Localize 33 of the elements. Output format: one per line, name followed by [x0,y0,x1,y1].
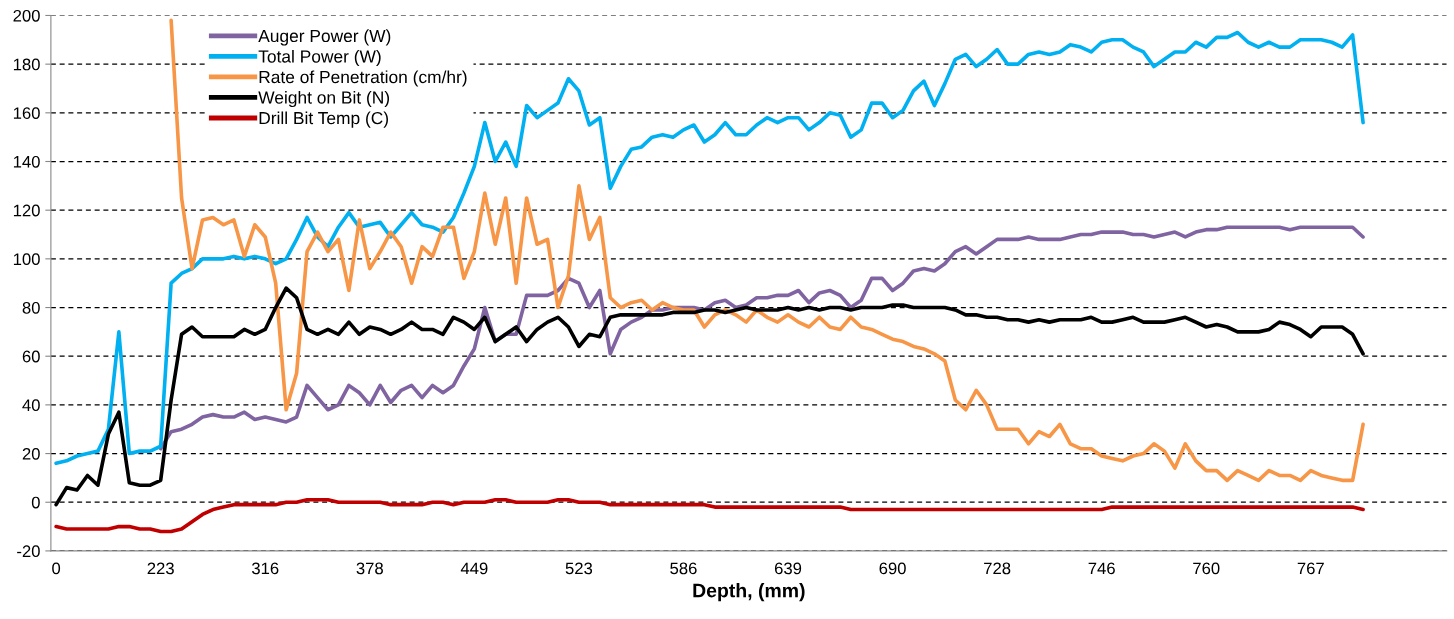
y-tick-label: 0 [31,496,40,509]
x-tick-label: 523 [565,562,593,575]
y-tick-label: 60 [22,350,40,363]
y-tick-label: 40 [22,399,40,412]
x-tick-label: 378 [356,562,383,575]
x-tick-label: 746 [1088,562,1115,575]
y-tick-label: 140 [13,155,40,168]
x-axis-title: Depth, (mm) [693,583,805,602]
y-tick-label: 100 [13,253,40,266]
x-tick-label: 760 [1193,562,1220,575]
legend-label: Auger Power (W) [258,29,391,46]
x-tick-label: 690 [879,562,906,575]
legend-label: Weight on Bit (N) [258,90,390,108]
y-tick-label: -20 [17,545,40,558]
legend-label: Total Power (W) [258,49,381,67]
y-tick-label: 160 [13,107,40,120]
x-tick-label: 728 [984,562,1011,575]
x-tick-label: 639 [774,562,802,575]
y-tick-label: 20 [22,447,40,460]
x-tick-label: 316 [251,562,279,575]
legend-label: Rate of Penetration (cm/hr) [259,70,467,87]
x-tick-label: 449 [460,562,488,575]
x-tick-label: 223 [147,562,174,575]
y-tick-label: 180 [13,58,40,71]
line-series [54,497,1365,534]
line-series [158,225,1365,451]
x-tick-label: 767 [1297,562,1324,575]
y-tick-label: 80 [22,301,40,314]
y-tick-label: 200 [13,9,40,22]
legend-label: Drill Bit Temp (C) [259,111,388,128]
y-tick-label: 120 [13,204,40,217]
x-tick-label: 0 [52,562,61,575]
x-tick-label: 586 [670,562,697,575]
